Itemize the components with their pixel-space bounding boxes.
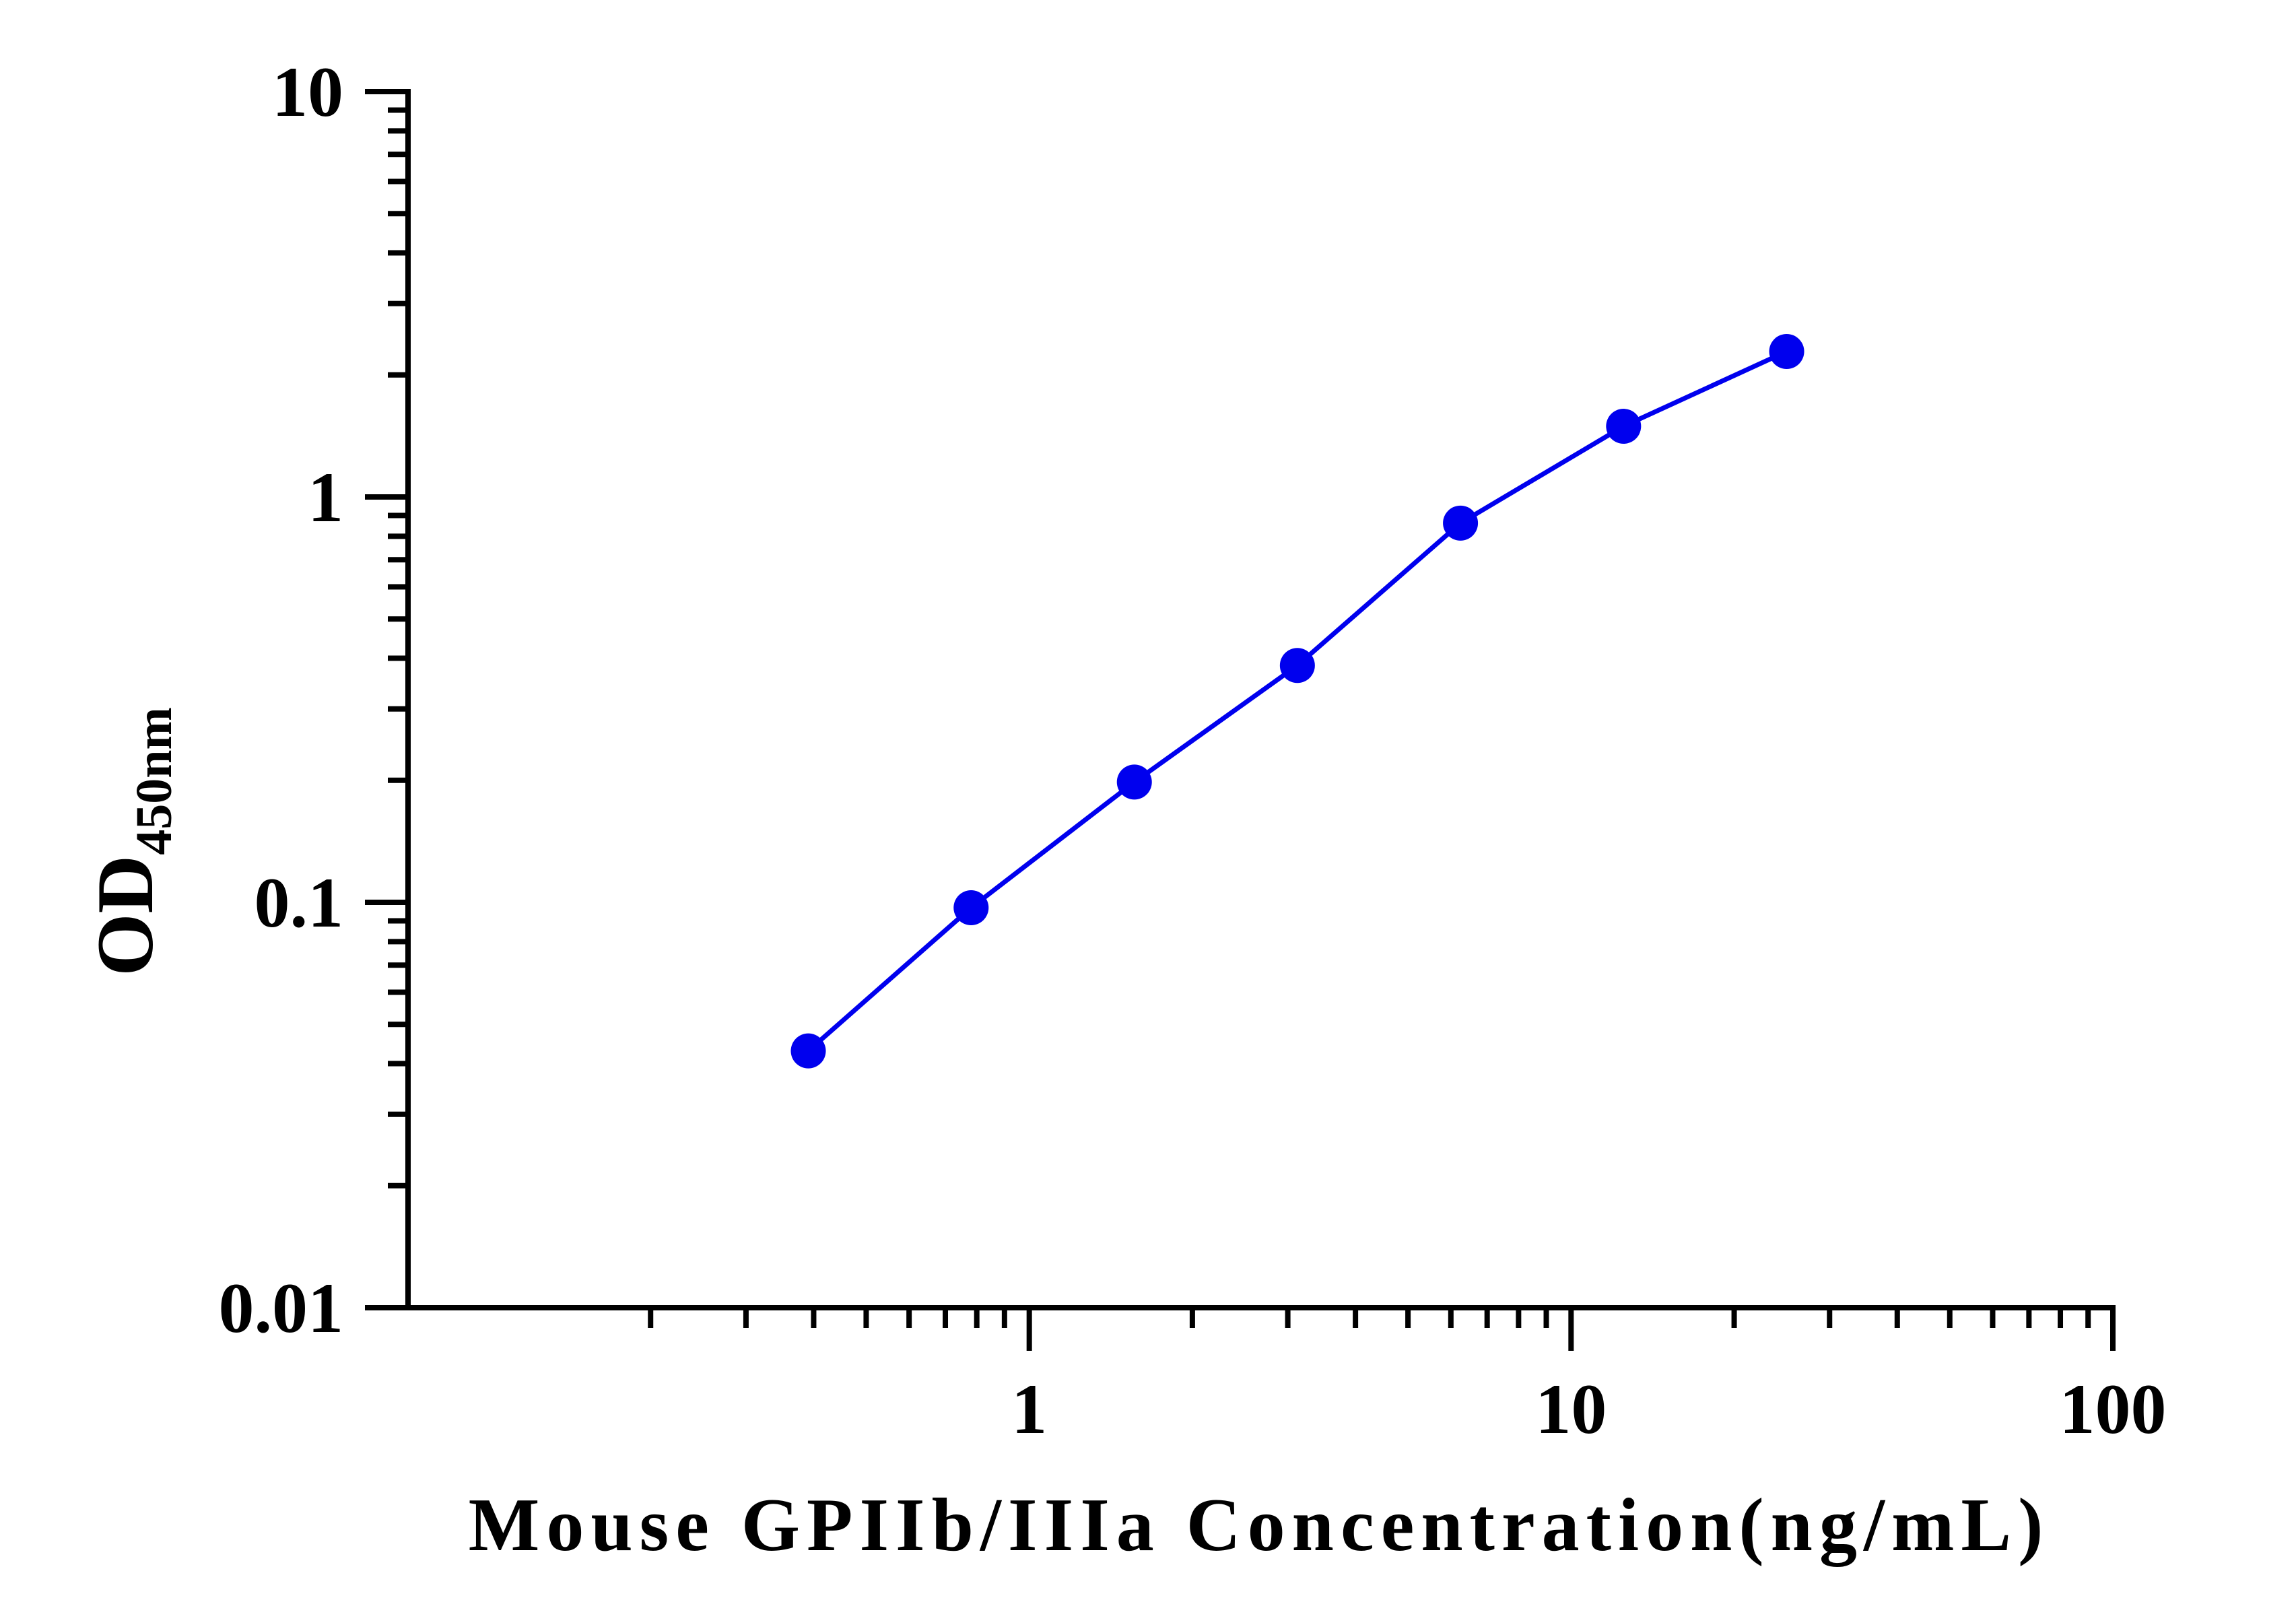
data-point xyxy=(953,890,989,925)
data-point xyxy=(1279,648,1315,683)
x-axis-title: Mouse GPIIb/IIIa Concentration(ng/mL) xyxy=(469,1483,2050,1567)
data-point xyxy=(1116,764,1152,800)
x-tick-label: 10 xyxy=(1535,1370,1607,1448)
y-tick-label: 10 xyxy=(272,53,343,131)
data-point xyxy=(1606,409,1642,444)
data-point xyxy=(1443,505,1479,541)
y-axis-title-main: OD xyxy=(80,855,170,976)
data-series xyxy=(790,333,1804,1069)
y-tick-label: 0.1 xyxy=(255,863,344,942)
x-tick-label: 100 xyxy=(2060,1370,2167,1448)
data-point xyxy=(1769,333,1804,369)
x-axis: 1 10 100 xyxy=(405,1305,2167,1448)
y-axis-title: OD450nm xyxy=(80,707,182,976)
y-tick-label: 1 xyxy=(308,458,343,537)
x-tick-label: 1 xyxy=(1011,1370,1047,1448)
y-axis-title-subscript: 450nm xyxy=(126,707,182,855)
series-line xyxy=(807,349,1788,1053)
y-tick-label: 0.01 xyxy=(219,1269,344,1347)
plot-area: 0.01 0.1 1 10 1 10 100 xyxy=(219,53,2167,1448)
y-axis: 0.01 0.1 1 10 xyxy=(219,53,411,1347)
data-point xyxy=(790,1033,826,1069)
